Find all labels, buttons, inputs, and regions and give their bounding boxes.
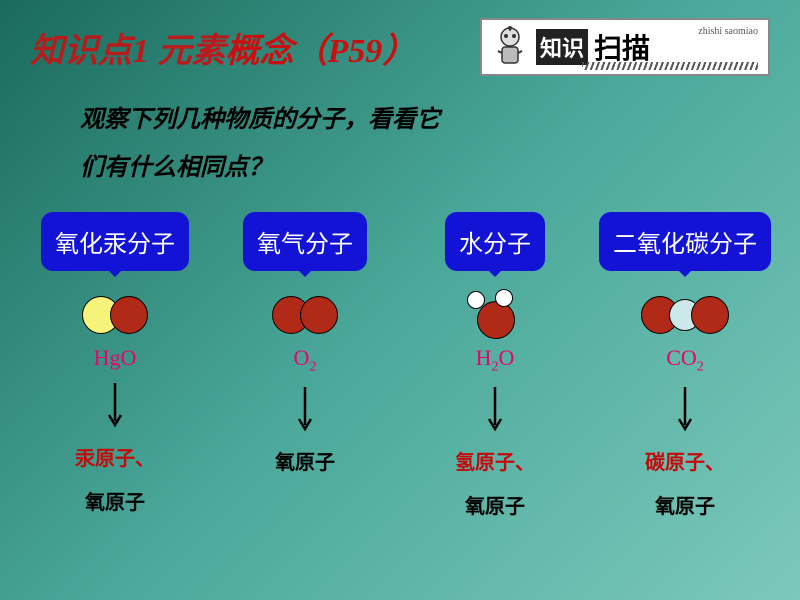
molecule-column: 水分子 H2O 氢原子、氧原子 bbox=[405, 212, 585, 529]
molecule-components: 碳原子、氧原子 bbox=[645, 441, 725, 529]
molecule-model bbox=[82, 291, 148, 339]
component-text: 氧原子 bbox=[645, 485, 725, 529]
molecule-bubble: 氧气分子 bbox=[243, 212, 367, 271]
arrow-down-icon bbox=[485, 385, 505, 433]
molecule-column: 氧化汞分子 HgO 汞原子、氧原子 bbox=[25, 212, 205, 529]
arrow-down-icon bbox=[105, 381, 125, 429]
badge-main: 扫描 bbox=[594, 27, 650, 67]
molecule-bubble: 氧化汞分子 bbox=[41, 212, 189, 271]
badge-hatch bbox=[582, 62, 758, 70]
badge-box: 知识 bbox=[536, 29, 588, 65]
molecule-components: 氢原子、氧原子 bbox=[455, 441, 535, 529]
question-line2: 们有什么相同点？ bbox=[80, 144, 800, 192]
badge-pinyin: zhishi saomiao bbox=[698, 26, 758, 37]
question-text: 观察下列几种物质的分子，看看它 们有什么相同点？ bbox=[80, 96, 800, 192]
title-part1: 知识点1 元素 bbox=[30, 33, 226, 70]
molecules-row: 氧化汞分子 HgO 汞原子、氧原子 氧气分子 O2 氧原子 水分子 H2O bbox=[0, 202, 800, 529]
molecule-model bbox=[272, 291, 338, 339]
molecule-model bbox=[641, 291, 729, 339]
molecule-components: 汞原子、氧原子 bbox=[75, 437, 155, 525]
component-text: 碳原子、 bbox=[645, 441, 725, 485]
component-text: 氧原子 bbox=[275, 441, 335, 485]
molecule-formula: HgO bbox=[94, 345, 137, 371]
molecule-formula: O2 bbox=[294, 345, 317, 375]
title-part3: （P59） bbox=[294, 33, 417, 70]
molecule-column: 氧气分子 O2 氧原子 bbox=[215, 212, 395, 529]
component-text: 氧原子 bbox=[455, 485, 535, 529]
title-row: 知识点1 元素概念（P59） 知识 扫描 zhishi saomiao bbox=[0, 0, 800, 76]
knowledge-scan-badge: 知识 扫描 zhishi saomiao bbox=[480, 18, 770, 76]
molecule-column: 二氧化碳分子 CO2 碳原子、氧原子 bbox=[595, 212, 775, 529]
component-text: 汞原子、 bbox=[75, 437, 155, 481]
molecule-model bbox=[465, 291, 525, 339]
slide-title: 知识点1 元素概念（P59） bbox=[30, 23, 416, 72]
molecule-components: 氧原子 bbox=[275, 441, 335, 485]
molecule-formula: CO2 bbox=[666, 345, 704, 375]
arrow-down-icon bbox=[295, 385, 315, 433]
title-part2: 概念 bbox=[226, 33, 294, 70]
robot-icon bbox=[490, 25, 530, 69]
molecule-bubble: 二氧化碳分子 bbox=[599, 212, 771, 271]
question-line1: 观察下列几种物质的分子，看看它 bbox=[80, 96, 800, 144]
component-text: 氧原子 bbox=[75, 481, 155, 525]
component-text: 氢原子、 bbox=[455, 441, 535, 485]
molecule-formula: H2O bbox=[476, 345, 515, 375]
molecule-bubble: 水分子 bbox=[445, 212, 545, 271]
arrow-down-icon bbox=[675, 385, 695, 433]
